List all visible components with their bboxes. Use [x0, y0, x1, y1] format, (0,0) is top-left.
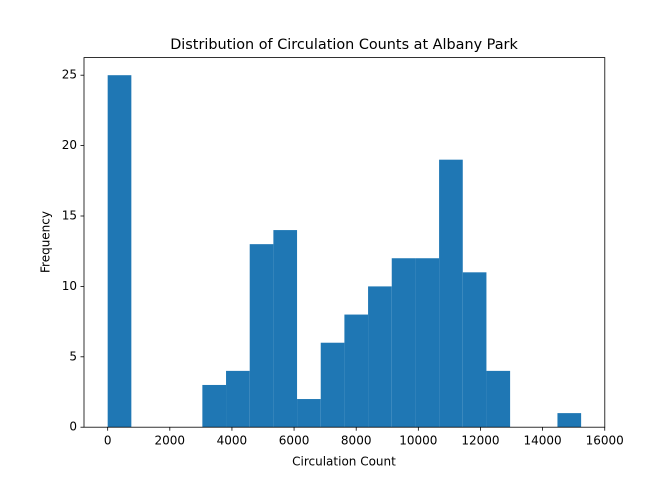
x-axis-label: Circulation Count — [292, 455, 396, 469]
bar — [273, 230, 298, 428]
x-tick-label: 6000 — [279, 434, 310, 448]
bar — [368, 286, 392, 428]
bar — [486, 370, 511, 428]
x-tick-label: 12000 — [461, 434, 499, 448]
bar — [249, 244, 274, 428]
bar — [344, 314, 369, 428]
y-tick-label: 10 — [62, 279, 77, 293]
y-tick-label: 15 — [62, 209, 77, 223]
bar — [557, 413, 582, 428]
x-tick-label: 8000 — [341, 434, 372, 448]
chart-title: Distribution of Circulation Counts at Al… — [170, 37, 518, 53]
y-tick-label: 25 — [62, 68, 77, 82]
bar — [202, 384, 227, 428]
x-tick-label: 2000 — [155, 434, 186, 448]
plot-frame — [83, 57, 606, 428]
bar — [320, 342, 345, 428]
bar — [297, 399, 321, 428]
bar — [439, 159, 463, 428]
y-axis-label: Frequency — [39, 211, 53, 273]
x-tick-label: 10000 — [399, 434, 437, 448]
bar — [462, 272, 487, 428]
y-tick-label: 5 — [69, 349, 77, 363]
bar — [391, 258, 416, 428]
x-tick-label: 4000 — [217, 434, 248, 448]
bar — [107, 75, 132, 428]
bar — [226, 370, 250, 428]
x-tick-label: 14000 — [524, 434, 562, 448]
y-tick-label: 20 — [62, 138, 77, 152]
x-tick-label: 16000 — [586, 434, 624, 448]
bar — [415, 258, 440, 428]
y-tick-label: 0 — [69, 420, 77, 434]
x-tick-label: 0 — [104, 434, 112, 448]
